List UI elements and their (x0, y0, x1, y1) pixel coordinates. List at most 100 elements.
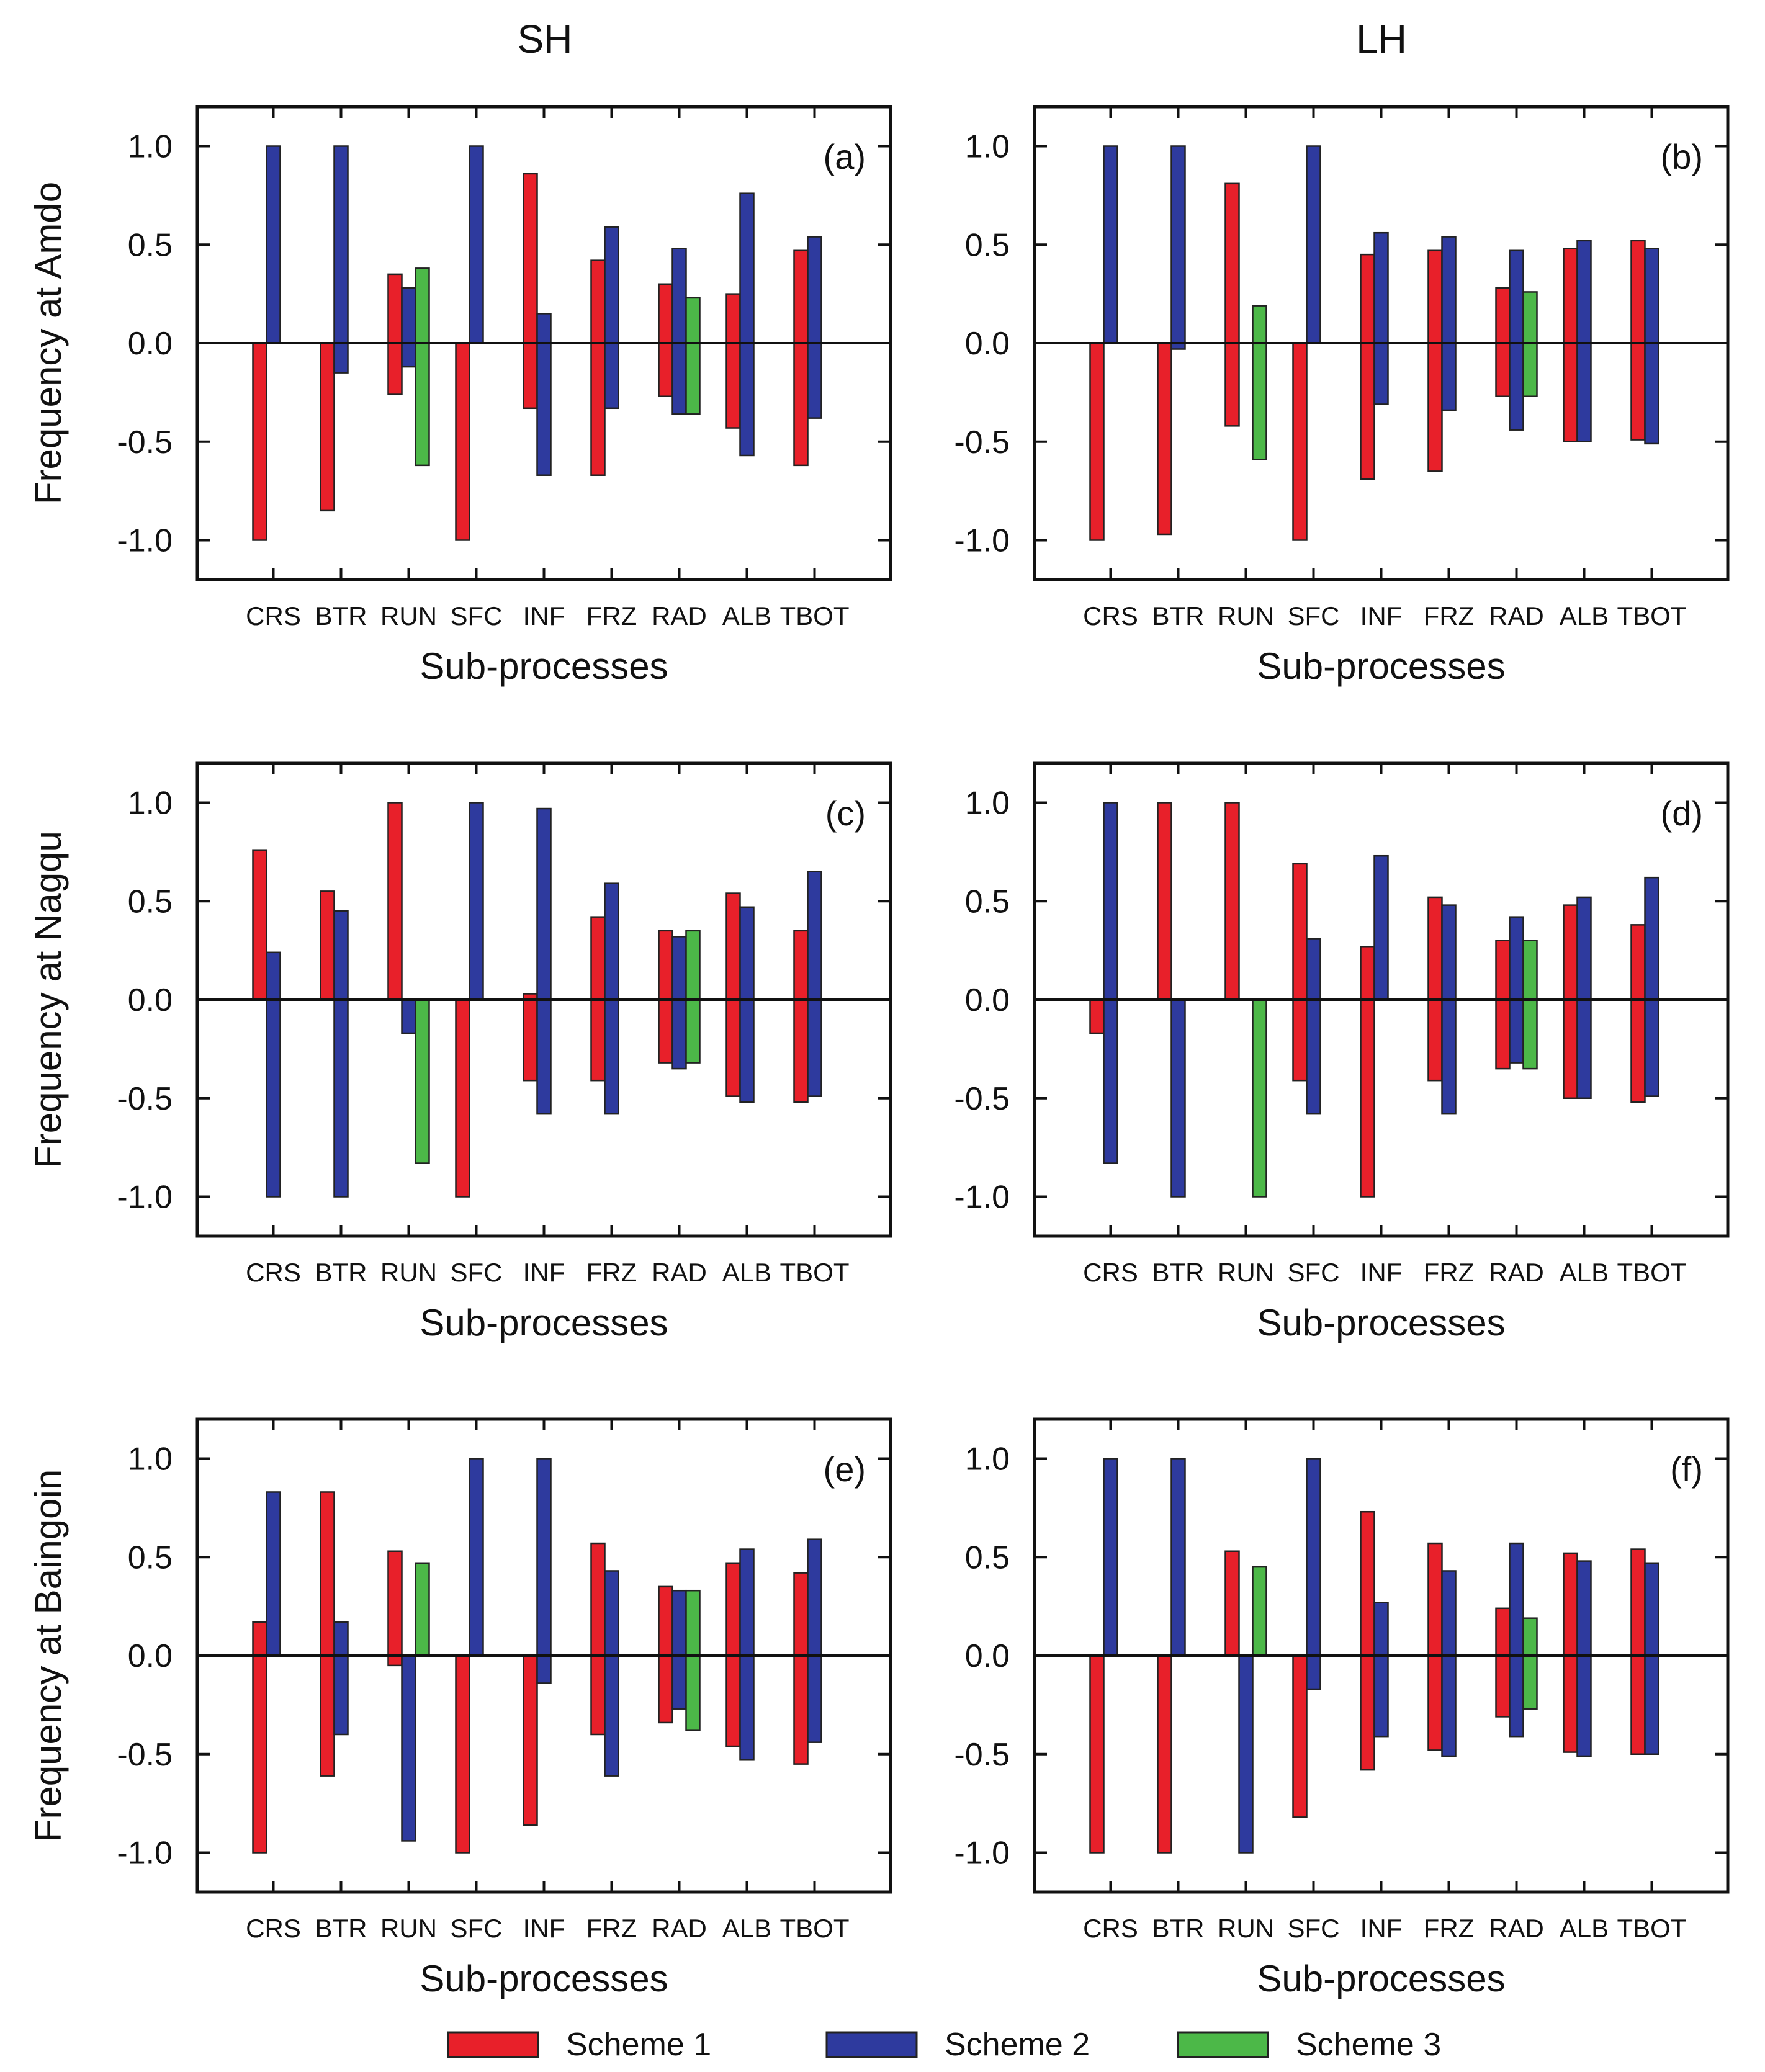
bar-scheme-1-btr (1157, 1654, 1172, 1854)
bar-scheme-2-btr (333, 910, 349, 1198)
x-tick-label: INF (1360, 601, 1403, 630)
bar-scheme-3-run (1252, 1566, 1267, 1657)
x-axis-label: Sub-processes (1257, 1302, 1505, 1343)
y-tick-label: -1.0 (954, 1180, 1010, 1216)
y-tick-label: 0.0 (965, 982, 1010, 1018)
y-tick-label: -0.5 (954, 1737, 1010, 1773)
bar-scheme-1-inf (1360, 946, 1375, 1198)
x-tick-label: ALB (722, 1258, 771, 1287)
bar-scheme-1-frz (1427, 249, 1443, 472)
y-tick-label: 1.0 (965, 1442, 1010, 1478)
bar-scheme-2-rad (1509, 1542, 1524, 1738)
legend-swatch-1 (447, 2031, 539, 2058)
bar-scheme-2-tbot (1644, 1562, 1659, 1755)
bar-scheme-1-btr (1157, 802, 1172, 1001)
y-tick-label: 0.5 (128, 884, 173, 920)
x-tick-label: RAD (652, 1914, 707, 1943)
y-tick-label: -0.5 (954, 1081, 1010, 1117)
bar-scheme-2-sfc (469, 1458, 484, 1657)
bar-scheme-2-crs (266, 145, 281, 344)
x-tick-label: CRS (246, 1914, 301, 1943)
bar-scheme-1-tbot (793, 249, 809, 467)
legend-swatch-2 (825, 2031, 918, 2058)
bar-scheme-1-run (387, 1550, 403, 1667)
bar-scheme-1-run (1224, 802, 1240, 1001)
x-axis-label: Sub-processes (420, 1302, 668, 1343)
bar-scheme-2-crs (1103, 1458, 1118, 1657)
bar-scheme-2-frz (604, 1570, 619, 1777)
bar-scheme-1-inf (1360, 1510, 1375, 1771)
y-tick-label: 0.0 (128, 326, 173, 362)
bar-scheme-1-alb (725, 293, 741, 429)
bar-scheme-3-rad (1522, 1617, 1538, 1710)
x-tick-label: TBOT (1617, 1914, 1687, 1943)
y-axis-label: Frequency at Amdo (27, 182, 69, 505)
bar-scheme-3-rad (1522, 940, 1538, 1070)
bar-scheme-1-run (1224, 1550, 1240, 1657)
y-tick-label: -1.0 (117, 523, 173, 559)
legend-label-2: Scheme 2 (945, 2027, 1090, 2063)
x-tick-label: TBOT (1617, 1258, 1687, 1287)
bar-scheme-2-inf (536, 807, 552, 1115)
column-title-sh: SH (518, 17, 573, 61)
y-tick-label: 0.5 (965, 227, 1010, 263)
y-tick-label: -1.0 (954, 523, 1010, 559)
bar-scheme-1-btr (320, 890, 335, 1001)
x-tick-label: INF (1360, 1914, 1403, 1943)
bar-scheme-3-rad (685, 297, 701, 415)
y-tick-label: 0.5 (965, 1540, 1010, 1576)
bar-scheme-2-alb (1576, 1560, 1592, 1757)
x-tick-label: INF (523, 1258, 565, 1287)
x-tick-label: RAD (1489, 601, 1544, 630)
y-tick-label: -1.0 (117, 1180, 173, 1216)
bar-scheme-2-sfc (469, 145, 484, 344)
bar-scheme-1-sfc (455, 1654, 470, 1854)
x-tick-label: BTR (315, 1914, 367, 1943)
x-tick-label: RUN (1218, 601, 1274, 630)
x-tick-label: TBOT (780, 1258, 850, 1287)
bar-scheme-3-rad (685, 1589, 701, 1731)
bar-scheme-1-rad (658, 930, 673, 1064)
bar-scheme-2-inf (536, 1458, 552, 1684)
bar-scheme-1-frz (1427, 1542, 1443, 1751)
bar-scheme-1-sfc (1292, 1654, 1308, 1818)
bar-scheme-2-inf (1373, 1602, 1389, 1738)
x-tick-label: RUN (1218, 1914, 1274, 1943)
bar-scheme-2-crs (1103, 802, 1118, 1164)
x-tick-label: BTR (1152, 1258, 1205, 1287)
bar-scheme-1-run (387, 273, 403, 395)
bar-scheme-2-crs (266, 1491, 281, 1657)
y-tick-label: -0.5 (117, 424, 173, 460)
bar-scheme-2-sfc (1306, 145, 1321, 344)
y-tick-label: -0.5 (117, 1081, 173, 1117)
bar-scheme-1-crs (252, 342, 267, 541)
chart-panel-a: 1.0 0.5 0.0 -0.5 -1.0 CRS BTR RUN SFC INF FRZ RAD AL… (27, 105, 892, 687)
x-tick-label: CRS (246, 601, 301, 630)
x-tick-label: RUN (380, 1258, 437, 1287)
x-tick-label: FRZ (586, 1914, 637, 1943)
x-tick-label: BTR (1152, 601, 1205, 630)
x-tick-label: CRS (1083, 1914, 1138, 1943)
x-axis-label: Sub-processes (420, 1958, 668, 1999)
bar-scheme-2-rad (1509, 249, 1524, 431)
y-tick-label: 1.0 (965, 129, 1010, 165)
x-tick-label: RAD (652, 601, 707, 630)
bar-scheme-3-run (415, 267, 430, 467)
bar-scheme-2-rad (671, 1589, 687, 1710)
x-tick-label: RUN (380, 601, 437, 630)
y-tick-label: 0.0 (128, 982, 173, 1018)
chart-panel-e: 1.0 0.5 0.0 -0.5 -1.0 CRS BTR RUN SFC INF FRZ RAD AL… (27, 1417, 892, 1999)
panel-label: (a) (824, 137, 866, 176)
bar-scheme-2-frz (1441, 236, 1457, 411)
x-tick-label: ALB (722, 601, 771, 630)
x-tick-label: ALB (722, 1914, 771, 1943)
bar-scheme-1-tbot (1630, 924, 1646, 1103)
legend-label-1: Scheme 1 (566, 2027, 711, 2063)
y-tick-label: 0.0 (965, 326, 1010, 362)
y-tick-label: 0.0 (965, 1638, 1010, 1674)
x-tick-label: INF (1360, 1258, 1403, 1287)
y-tick-label: 1.0 (965, 786, 1010, 822)
bar-scheme-2-sfc (1306, 1458, 1321, 1690)
x-tick-label: FRZ (1424, 601, 1475, 630)
bar-scheme-1-inf (523, 173, 538, 410)
